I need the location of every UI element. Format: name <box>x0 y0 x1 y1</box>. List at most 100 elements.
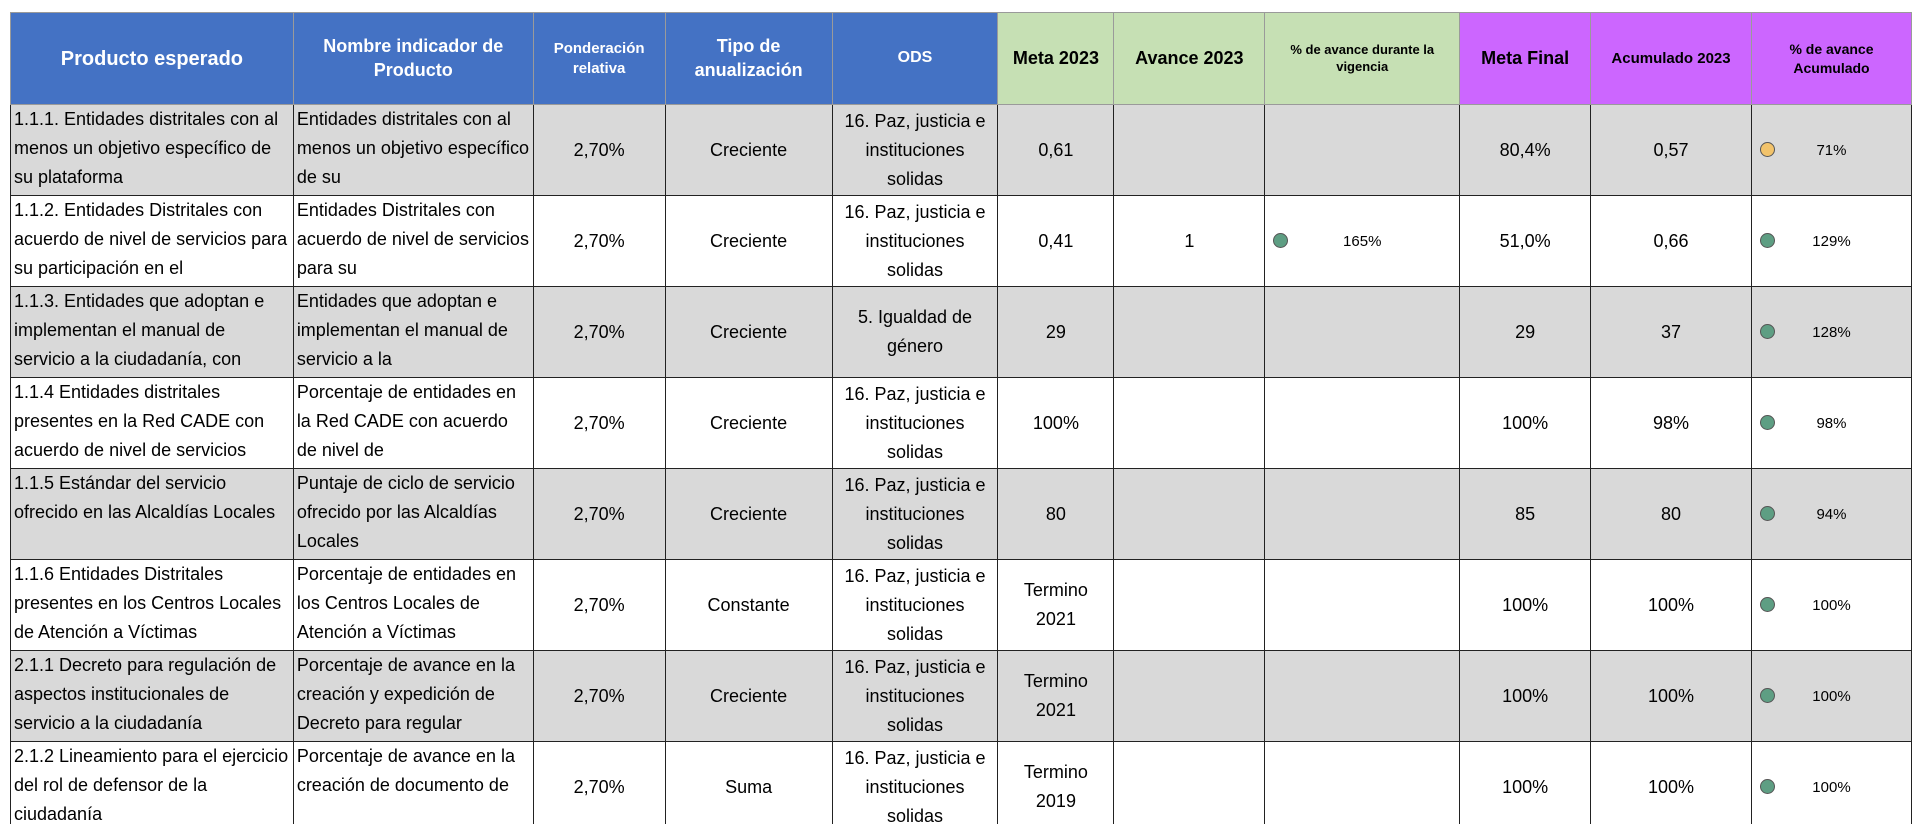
header-cell: Avance 2023 <box>1113 12 1266 105</box>
header-cell: Meta 2023 <box>997 12 1115 105</box>
cell-content <box>1266 470 1459 559</box>
cell-text: 5. Igualdad de género <box>857 307 973 356</box>
cell: Creciente <box>664 377 833 469</box>
cell-text: Porcentaje de avance en la creación de d… <box>296 746 515 795</box>
cell-text: 2,70% <box>573 230 625 251</box>
cell-text: 100% <box>1502 412 1549 433</box>
cell-content: 100% <box>1461 652 1590 741</box>
header-text: Meta 2023 <box>1012 47 1099 68</box>
cell: Constante <box>664 559 833 651</box>
cell-text: 2,70% <box>573 594 625 615</box>
cell-content: 2.1.2 Lineamiento para el ejercicio del … <box>11 743 292 824</box>
cell: Termino 2021 <box>997 559 1115 651</box>
row: 2.1.2 Lineamiento para el ejercicio del … <box>10 741 1912 824</box>
header-text: Tipo de anualización <box>694 36 803 80</box>
cell-text: 100% <box>1032 412 1079 433</box>
cell <box>1113 104 1266 196</box>
cell <box>1113 286 1266 378</box>
cell-content: Termino 2021 <box>999 652 1113 741</box>
cell: 2,70% <box>532 195 666 287</box>
cell-content: 2.1.1 Decreto para regulación de aspecto… <box>11 652 292 741</box>
cell-text: 80 <box>1045 503 1066 524</box>
header-cell: ODS <box>831 12 999 105</box>
cell: 16. Paz, justicia e instituciones solida… <box>831 650 999 742</box>
cell: 2.1.2 Lineamiento para el ejercicio del … <box>10 741 294 824</box>
cell <box>1264 468 1461 560</box>
status-indicator <box>1759 688 1775 703</box>
cell-content: 100% <box>1461 561 1590 650</box>
cell-text: Suma <box>725 776 773 797</box>
cell-content <box>1266 288 1459 377</box>
cell: Creciente <box>664 650 833 742</box>
cell-content: Creciente <box>666 288 831 377</box>
cell-content <box>1266 743 1459 824</box>
header-cell: Nombre indicador de Producto <box>292 12 534 105</box>
cell: 16. Paz, justicia e instituciones solida… <box>831 104 999 196</box>
cell-content: 100% <box>1592 652 1751 741</box>
cell: 16. Paz, justicia e instituciones solida… <box>831 195 999 287</box>
cell-content: Constante <box>666 561 831 650</box>
cell-content <box>1115 561 1264 650</box>
cell-content: Termino 2019 <box>999 743 1113 824</box>
cell-content: 80 <box>999 470 1113 559</box>
cell-text: Porcentaje de avance en la creación y ex… <box>296 655 515 733</box>
cell-text: 129% <box>1812 232 1851 250</box>
cell: 165% <box>1264 195 1461 287</box>
cell-content: Porcentaje de entidades en la Red CADE c… <box>294 379 532 468</box>
cell-content: 98% <box>1592 379 1751 468</box>
cell-text: 100% <box>1502 776 1549 797</box>
cell: 0,57 <box>1590 104 1752 196</box>
row: 2.1.1 Decreto para regulación de aspecto… <box>10 650 1912 742</box>
cell-text: 0,41 <box>1038 230 1074 251</box>
cell-text: 98% <box>1653 412 1690 433</box>
status-indicator <box>1759 415 1775 430</box>
cell-text: 29 <box>1515 321 1536 342</box>
cell <box>1113 650 1266 742</box>
cell-text: Porcentaje de entidades en la Red CADE c… <box>296 382 516 460</box>
cell-content: 100% <box>1461 379 1590 468</box>
cell-content: 100% <box>1592 743 1751 824</box>
table: Producto esperado Nombre indicador de Pro… <box>10 12 1912 824</box>
cell-content: 129% <box>1752 197 1910 286</box>
cell-text: 37 <box>1661 321 1682 342</box>
cell-text: 1.1.4 Entidades distritales presentes en… <box>14 382 265 460</box>
cell-content: 16. Paz, justicia e instituciones solida… <box>833 379 997 468</box>
cell-text: 100% <box>1812 778 1851 796</box>
cell-content: Creciente <box>666 197 831 286</box>
status-indicator <box>1273 233 1289 248</box>
cell-content: 80 <box>1592 470 1751 559</box>
cell: 16. Paz, justicia e instituciones solida… <box>831 559 999 651</box>
cell-content: 2,70% <box>534 106 664 195</box>
cell-content: 5. Igualdad de género <box>833 288 997 377</box>
cell-content: Porcentaje de entidades en los Centros L… <box>294 561 532 650</box>
cell-text: 98% <box>1816 414 1847 432</box>
cell: 2,70% <box>532 559 666 651</box>
cell: Puntaje de ciclo de servicio ofrecido po… <box>292 468 534 560</box>
cell: 16. Paz, justicia e instituciones solida… <box>831 741 999 824</box>
cell-text: 51,0% <box>1499 230 1551 251</box>
cell-content: Porcentaje de avance en la creación y ex… <box>294 652 532 741</box>
cell: 2.1.1 Decreto para regulación de aspecto… <box>10 650 294 742</box>
cell-content <box>1266 106 1459 195</box>
cell <box>1264 286 1461 378</box>
cell-text: 94% <box>1816 505 1847 523</box>
cell <box>1113 559 1266 651</box>
cell-text: Entidades Distritales con acuerdo de niv… <box>296 200 529 278</box>
cell: 100% <box>997 377 1115 469</box>
cell-content: 1.1.4 Entidades distritales presentes en… <box>11 379 292 468</box>
cell-content: Creciente <box>666 379 831 468</box>
cell-text: 100% <box>1648 776 1695 797</box>
cell-content: 100% <box>1592 561 1751 650</box>
cell: Creciente <box>664 468 833 560</box>
cell-text: 1.1.3. Entidades que adoptan e implement… <box>14 291 265 369</box>
cell-content: 51,0% <box>1461 197 1590 286</box>
cell-content: 1.1.5 Estándar del servicio ofrecido en … <box>11 470 292 559</box>
cell-text: 2,70% <box>573 685 625 706</box>
cell-content: 0,57 <box>1592 106 1751 195</box>
cell-content: 29 <box>1461 288 1590 377</box>
header-cell: Meta Final <box>1459 12 1592 105</box>
cell-content: 2,70% <box>534 743 664 824</box>
cell: 129% <box>1750 195 1912 287</box>
cell: 0,66 <box>1590 195 1752 287</box>
cell-content: 2,70% <box>534 561 664 650</box>
